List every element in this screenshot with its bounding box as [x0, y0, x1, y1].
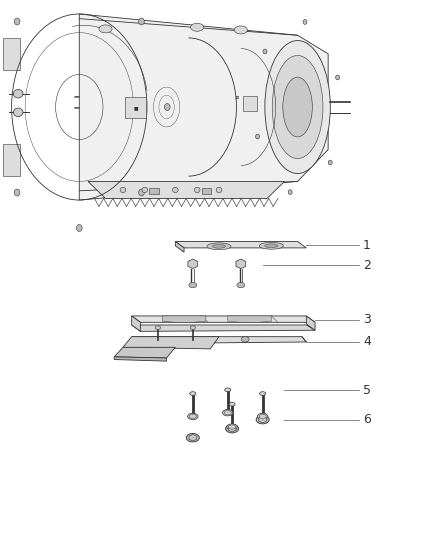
Ellipse shape [303, 20, 307, 25]
Ellipse shape [207, 243, 231, 250]
Ellipse shape [120, 187, 126, 192]
Ellipse shape [216, 187, 222, 192]
Ellipse shape [212, 245, 226, 248]
Polygon shape [132, 337, 306, 344]
Ellipse shape [223, 409, 233, 416]
Ellipse shape [192, 437, 194, 439]
Text: ≡: ≡ [234, 94, 239, 99]
Ellipse shape [190, 326, 195, 329]
Polygon shape [306, 316, 315, 330]
Ellipse shape [173, 187, 178, 192]
Text: ≡≡: ≡≡ [74, 94, 81, 99]
Ellipse shape [139, 189, 145, 196]
Polygon shape [114, 357, 166, 361]
Ellipse shape [256, 415, 269, 424]
Ellipse shape [13, 90, 23, 98]
Text: 6: 6 [363, 413, 371, 426]
Ellipse shape [263, 49, 267, 54]
FancyBboxPatch shape [149, 188, 159, 194]
Ellipse shape [194, 187, 200, 192]
Ellipse shape [237, 282, 245, 288]
Ellipse shape [189, 414, 196, 418]
Text: 1: 1 [363, 239, 371, 252]
Polygon shape [228, 316, 272, 322]
Ellipse shape [265, 41, 330, 173]
Polygon shape [228, 425, 236, 432]
Polygon shape [162, 316, 206, 322]
Ellipse shape [328, 160, 332, 165]
Ellipse shape [227, 424, 237, 430]
Polygon shape [114, 348, 175, 358]
Polygon shape [175, 241, 184, 252]
Polygon shape [88, 181, 285, 198]
Ellipse shape [231, 428, 233, 430]
Text: 5: 5 [363, 384, 371, 397]
Ellipse shape [99, 25, 112, 33]
Ellipse shape [259, 243, 283, 249]
Ellipse shape [229, 425, 236, 429]
Polygon shape [259, 416, 266, 423]
Text: ≡≡: ≡≡ [74, 105, 81, 109]
Ellipse shape [241, 337, 249, 342]
Ellipse shape [283, 77, 312, 137]
Ellipse shape [256, 134, 260, 139]
Ellipse shape [260, 392, 266, 395]
Polygon shape [3, 38, 20, 70]
FancyBboxPatch shape [125, 98, 146, 118]
FancyBboxPatch shape [201, 188, 211, 194]
Polygon shape [123, 337, 219, 349]
Polygon shape [132, 325, 315, 332]
Text: 4: 4 [363, 335, 371, 349]
Ellipse shape [226, 424, 239, 433]
Ellipse shape [142, 187, 148, 192]
Polygon shape [3, 144, 20, 176]
Ellipse shape [77, 224, 82, 231]
Ellipse shape [187, 413, 198, 419]
FancyBboxPatch shape [243, 96, 257, 111]
Ellipse shape [234, 26, 247, 34]
Ellipse shape [225, 388, 231, 392]
Ellipse shape [14, 189, 20, 196]
Ellipse shape [164, 103, 170, 110]
Ellipse shape [13, 108, 23, 117]
Polygon shape [189, 434, 197, 441]
Ellipse shape [288, 190, 292, 195]
Ellipse shape [336, 75, 339, 80]
Ellipse shape [155, 326, 160, 329]
Ellipse shape [186, 433, 199, 442]
Polygon shape [236, 259, 246, 269]
Ellipse shape [258, 413, 268, 419]
Text: ■: ■ [133, 105, 138, 110]
Polygon shape [188, 259, 198, 269]
Polygon shape [79, 14, 328, 200]
Ellipse shape [224, 410, 231, 415]
Text: 2: 2 [363, 259, 371, 272]
Polygon shape [175, 241, 306, 248]
Ellipse shape [265, 244, 278, 248]
Ellipse shape [189, 282, 197, 288]
Ellipse shape [261, 419, 264, 421]
Ellipse shape [259, 414, 266, 418]
Text: 3: 3 [363, 313, 371, 326]
Polygon shape [132, 316, 141, 332]
Ellipse shape [14, 18, 20, 25]
Ellipse shape [272, 55, 323, 158]
Ellipse shape [191, 23, 204, 31]
Ellipse shape [190, 392, 196, 395]
Polygon shape [132, 316, 315, 322]
Ellipse shape [139, 18, 145, 25]
Ellipse shape [229, 402, 235, 406]
